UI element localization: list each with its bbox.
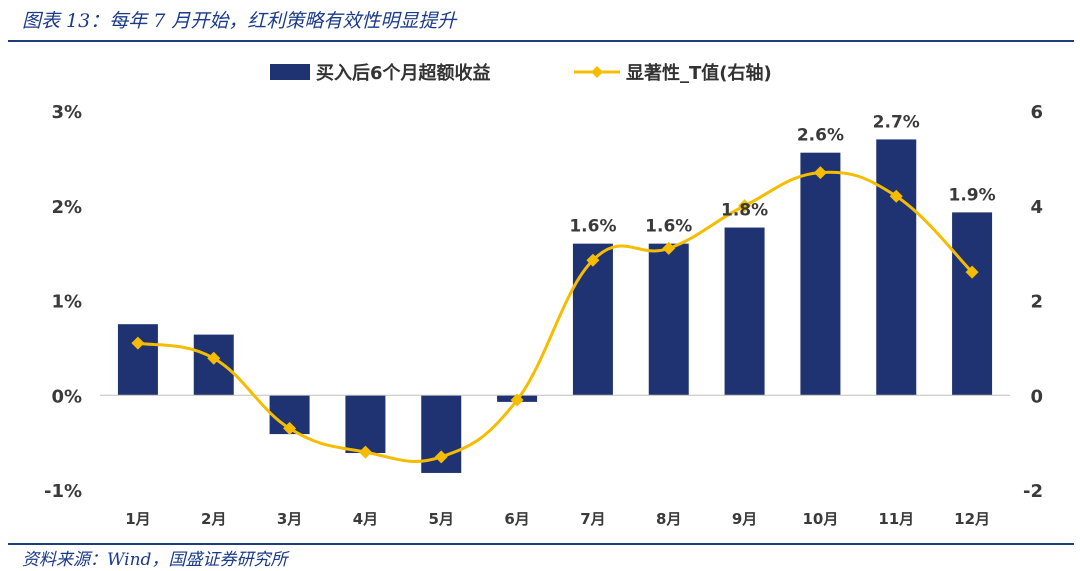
bar-data-label: 2.7%: [873, 112, 920, 132]
bar: [572, 243, 613, 396]
bar: [345, 395, 386, 454]
x-tick-label: 6月: [504, 510, 529, 528]
right-axis-tick-label: 6: [1030, 102, 1043, 123]
bar: [724, 227, 765, 396]
left-axis-tick-label: 1%: [51, 292, 82, 313]
x-tick-label: 2月: [201, 510, 226, 528]
line-point-marker: [738, 199, 752, 213]
series-line: [137, 170, 974, 464]
bar-data-label: 1.6%: [569, 217, 616, 237]
left-axis-tick-label: 0%: [51, 386, 82, 407]
x-tick-label: 1月: [125, 510, 150, 528]
right-axis-tick-label: 2: [1030, 292, 1043, 313]
bar: [952, 212, 993, 396]
x-tick-label: 3月: [277, 510, 302, 528]
line-point-marker: [965, 265, 979, 279]
bar: [193, 334, 234, 396]
right-axis-tick-label: -2: [1023, 481, 1043, 502]
line-point-marker: [358, 445, 372, 459]
legend-line-marker: [591, 66, 603, 78]
legend-bar-swatch: [270, 64, 310, 80]
left-axis-tick-label: 2%: [51, 197, 82, 218]
top-rule: [8, 40, 1074, 42]
line-point-marker: [813, 166, 827, 180]
line-point-marker: [207, 351, 221, 365]
line-point-marker: [283, 421, 297, 435]
line-point-marker: [510, 393, 524, 407]
x-tick-label: 8月: [656, 510, 681, 528]
chart-legend: 买入后6个月超额收益 显著性_T值(右轴): [270, 62, 772, 84]
x-tick-label: 12月: [954, 510, 990, 528]
bar: [117, 324, 158, 396]
bar: [648, 243, 689, 396]
line-point-marker: [889, 189, 903, 203]
legend-bar-label: 买入后6个月超额收益: [316, 62, 491, 84]
x-axis-labels: 1月 2月 3月 4月 5月 6月 7月 8月 9月 10月 11月 12月: [125, 510, 990, 528]
left-axis-tick-label: -1%: [44, 481, 82, 502]
x-tick-label: 4月: [353, 510, 378, 528]
figure-caption: 图表 13：每年 7 月开始，红利策略有效性明显提升: [22, 10, 457, 32]
bar-data-label: 1.6%: [645, 217, 692, 237]
combo-chart: 买入后6个月超额收益 显著性_T值(右轴) -1% 0% 1% 2% 3% -2 0 2 4 6…: [44, 62, 1043, 528]
x-tick-label: 10月: [802, 510, 838, 528]
bottom-rule: [8, 543, 1074, 545]
left-axis: -1% 0% 1% 2% 3%: [44, 102, 82, 502]
source-note: 资料来源：Wind，国盛证券研究所: [22, 550, 288, 570]
bar-data-label: 1.9%: [949, 185, 996, 205]
x-tick-label: 5月: [429, 510, 454, 528]
right-axis-tick-label: 0: [1030, 386, 1043, 407]
legend-line-label: 显著性_T值(右轴): [626, 62, 772, 84]
right-axis-tick-label: 4: [1030, 197, 1043, 218]
bar-data-label: 1.8%: [721, 201, 768, 221]
x-tick-label: 7月: [580, 510, 605, 528]
bar: [800, 152, 841, 396]
right-axis: -2 0 2 4 6: [1023, 102, 1043, 502]
x-tick-label: 11月: [878, 510, 914, 528]
line-point-marker: [131, 336, 145, 350]
bar: [876, 139, 917, 396]
x-tick-label: 9月: [732, 510, 757, 528]
left-axis-tick-label: 3%: [51, 102, 82, 123]
line-point-marker: [586, 253, 600, 267]
t-value-series: [131, 166, 979, 464]
bar-data-label: 2.6%: [797, 126, 844, 146]
line-point-marker: [662, 241, 676, 255]
bar-data-labels: 1.6% 1.6% 1.8% 2.6% 2.7% 1.9%: [569, 112, 995, 236]
bar-series: [117, 139, 993, 473]
line-point-marker: [434, 450, 448, 464]
